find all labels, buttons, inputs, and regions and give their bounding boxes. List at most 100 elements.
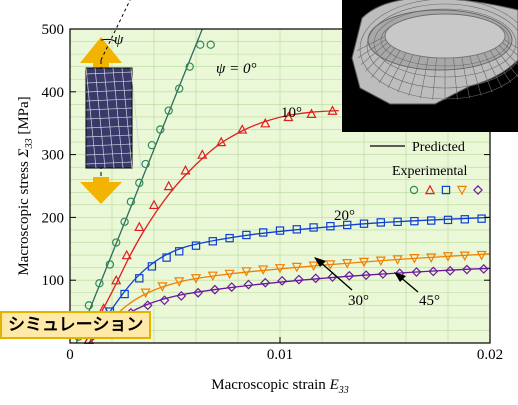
data-point-series-2 — [410, 216, 419, 226]
simulation-badge: シミュレーション — [0, 311, 152, 339]
data-point-series-2 — [359, 219, 369, 228]
data-point-series-3 — [258, 265, 269, 275]
psi-angle-arc — [100, 38, 117, 43]
data-point-series-2 — [162, 253, 171, 262]
data-point-series-0 — [164, 106, 173, 115]
data-point-series-0 — [111, 238, 121, 247]
data-point-series-3 — [342, 259, 353, 269]
data-point-series-0 — [206, 40, 215, 49]
data-point-series-3 — [442, 252, 454, 262]
data-point-series-2 — [326, 221, 335, 231]
data-point-series-4 — [478, 263, 489, 274]
legend-marker-4 — [473, 185, 483, 195]
data-point-series-3 — [207, 271, 218, 282]
data-point-series-2 — [120, 289, 129, 299]
data-point-series-2 — [208, 237, 217, 246]
legend-marker-3 — [456, 185, 468, 196]
data-point-series-2 — [275, 226, 285, 235]
data-point-series-4 — [159, 295, 170, 306]
predicted-curve-3 — [88, 253, 491, 344]
data-point-series-3 — [476, 250, 487, 261]
x-axis-label: Macroscopic strain E33 — [211, 377, 348, 396]
y-tick-label: 100 — [42, 273, 65, 289]
data-point-series-4 — [209, 284, 220, 295]
legend-marker-2 — [441, 185, 451, 195]
data-point-series-3 — [140, 288, 151, 299]
data-point-series-0 — [84, 301, 94, 310]
data-point-series-2 — [443, 215, 453, 225]
data-point-series-4 — [310, 273, 321, 284]
data-point-series-2 — [191, 241, 201, 250]
predicted-curve-2 — [88, 216, 491, 344]
annotation-arrow-45deg — [394, 272, 419, 293]
legend-marker-1 — [424, 184, 436, 195]
predicted-curve-4 — [88, 267, 491, 344]
data-point-series-1 — [148, 199, 160, 210]
legend-markers — [409, 184, 483, 196]
y-tick-label: 200 — [42, 210, 65, 226]
data-point-series-3 — [241, 267, 252, 277]
y-tick-label: 400 — [42, 85, 65, 101]
specimen-arrow-down-icon — [80, 177, 122, 204]
data-point-series-4 — [445, 265, 456, 276]
data-point-series-2 — [309, 223, 318, 232]
data-point-series-3 — [325, 260, 336, 270]
data-point-series-2 — [343, 220, 352, 230]
legend-experimental-label: Experimental — [392, 164, 468, 179]
data-point-series-3 — [409, 254, 420, 264]
data-point-series-1 — [134, 221, 145, 232]
specimen-inset: ψ — [80, 0, 142, 204]
data-point-series-0 — [95, 279, 104, 288]
data-point-series-4 — [260, 277, 271, 288]
data-point-series-1 — [306, 108, 317, 118]
data-point-series-4 — [428, 266, 439, 277]
data-point-series-3 — [224, 269, 235, 280]
data-point-series-2 — [175, 247, 184, 256]
legend: Predicted Experimental — [370, 140, 483, 196]
data-point-series-1 — [260, 117, 271, 128]
data-point-series-1 — [216, 136, 227, 147]
data-point-series-4 — [461, 264, 472, 275]
legend-predicted-label: Predicted — [412, 140, 465, 155]
data-point-series-4 — [176, 290, 187, 301]
data-point-series-4 — [142, 300, 153, 311]
data-point-series-3 — [459, 251, 470, 262]
data-point-series-3 — [174, 277, 185, 287]
data-point-series-1 — [237, 124, 248, 134]
data-point-series-3 — [358, 257, 370, 268]
data-point-series-4 — [193, 287, 204, 298]
data-point-series-3 — [375, 256, 386, 267]
data-point-series-1 — [180, 164, 191, 175]
data-point-series-2 — [147, 262, 157, 271]
data-point-series-0 — [195, 40, 205, 49]
x-tick-label: 0.02 — [477, 347, 503, 363]
data-point-series-2 — [225, 233, 234, 243]
specimen-arrow-up-icon — [80, 37, 122, 68]
series-label-10deg: 10° — [281, 105, 302, 121]
data-point-series-2 — [259, 228, 268, 237]
data-point-series-4 — [226, 282, 237, 293]
data-point-series-3 — [426, 253, 437, 263]
data-point-series-2 — [242, 230, 251, 240]
data-point-series-1 — [197, 149, 208, 159]
experimental-markers — [74, 40, 489, 345]
data-point-series-2 — [460, 215, 470, 224]
data-point-series-0 — [120, 217, 129, 226]
x-tick-label: 0 — [66, 347, 74, 363]
annotation-arrow-30deg — [314, 257, 353, 291]
data-point-series-0 — [174, 84, 184, 93]
psi-symbol: ψ — [114, 32, 124, 48]
data-point-series-3 — [157, 282, 168, 292]
data-point-series-4 — [344, 270, 355, 281]
data-point-series-0 — [147, 140, 157, 150]
series-label-0deg: ψ = 0° — [216, 61, 256, 77]
data-point-series-4 — [411, 267, 422, 277]
data-point-series-1 — [163, 180, 174, 191]
data-point-series-4 — [243, 279, 254, 290]
data-point-series-0 — [141, 159, 150, 169]
y-tick-label: 300 — [42, 148, 65, 164]
data-point-series-0 — [185, 62, 194, 71]
data-point-series-4 — [361, 270, 372, 281]
data-point-series-2 — [135, 274, 144, 283]
series-label-20deg: 20° — [334, 208, 355, 224]
